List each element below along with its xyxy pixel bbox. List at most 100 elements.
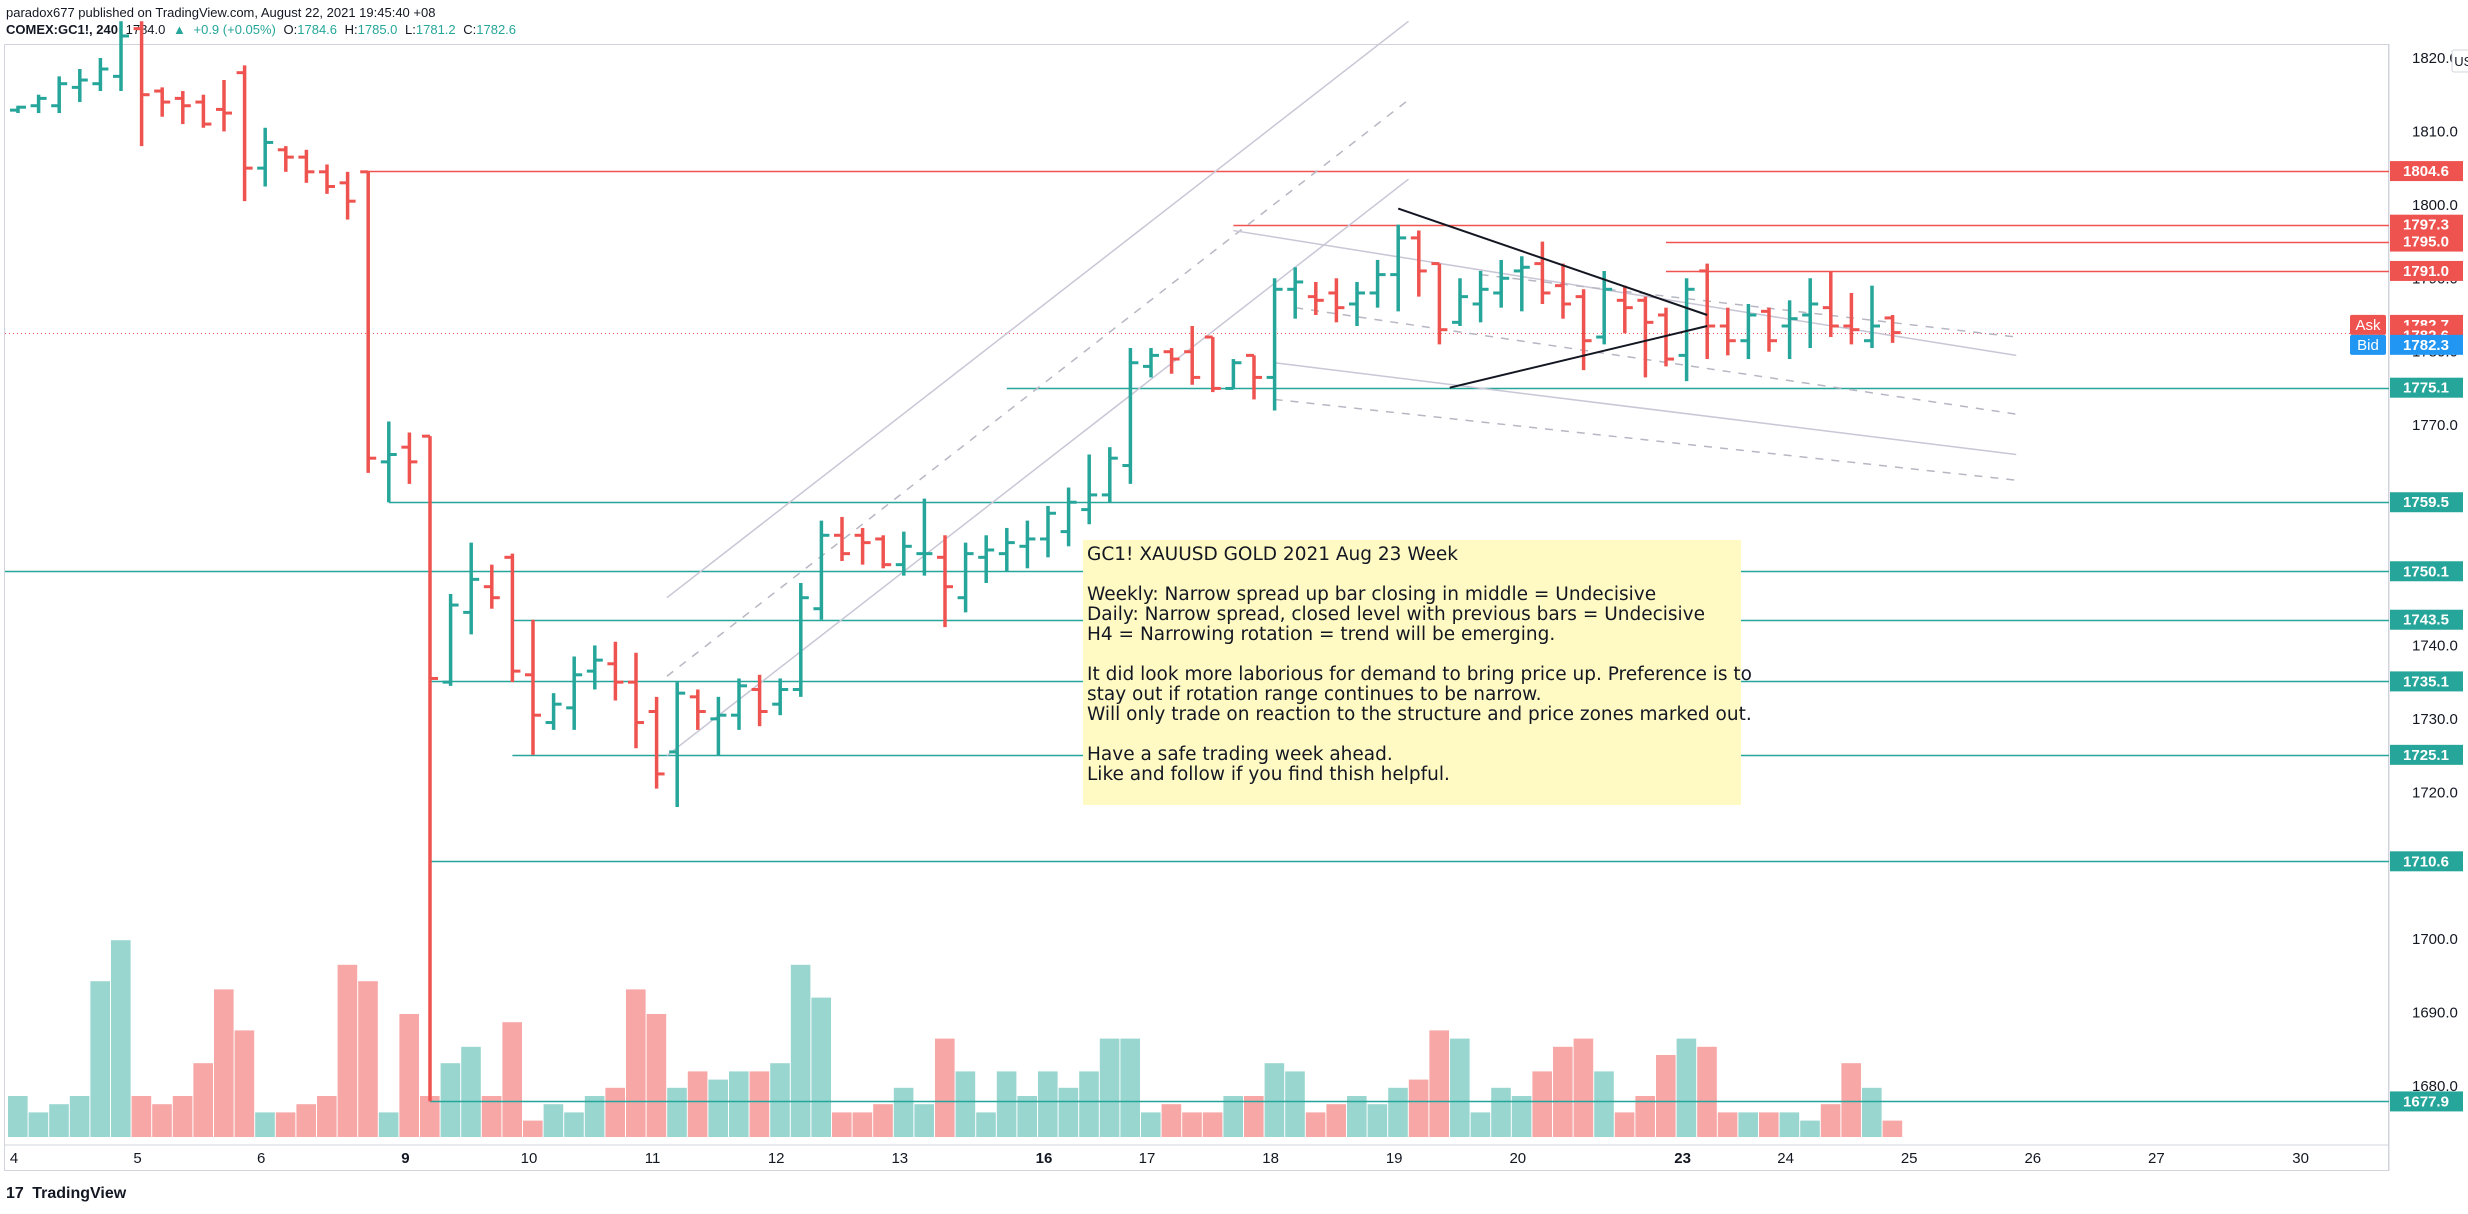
ohlc-bar[interactable]	[1081, 454, 1098, 525]
ohlc-bar[interactable]	[525, 619, 541, 755]
ohlc-bar[interactable]	[277, 146, 294, 172]
channel-line[interactable]	[1274, 398, 2017, 481]
ohlc-bar[interactable]	[1431, 262, 1448, 345]
ohlc-bar[interactable]	[360, 170, 377, 473]
ohlc-bar[interactable]	[463, 542, 480, 635]
ohlc-bar[interactable]	[1534, 241, 1551, 304]
ohlc-bar[interactable]	[1287, 267, 1304, 319]
ohlc-bar[interactable]	[710, 696, 727, 756]
ohlc-bar[interactable]	[751, 674, 768, 727]
channel-line[interactable]	[666, 178, 1409, 757]
ohlc-bar[interactable]	[113, 21, 129, 92]
ohlc-bar[interactable]	[174, 91, 191, 125]
channel-line[interactable]	[1480, 273, 2017, 338]
ohlc-bar[interactable]	[401, 432, 418, 484]
ohlc-bar[interactable]	[51, 76, 68, 114]
analysis-note[interactable]: GC1! XAUUSD GOLD 2021 Aug 23 Week Weekly:…	[1083, 540, 1752, 805]
triangle-line[interactable]	[1397, 207, 1708, 316]
ohlc-bar[interactable]	[916, 498, 933, 576]
ohlc-bar[interactable]	[10, 105, 26, 114]
ohlc-bar[interactable]	[483, 564, 500, 609]
ohlc-bar[interactable]	[1266, 278, 1283, 411]
currency-box[interactable]: USD	[2451, 49, 2468, 73]
channel-line[interactable]	[1274, 361, 2017, 456]
ohlc-bar[interactable]	[30, 94, 47, 114]
ohlc-bar[interactable]	[772, 678, 789, 716]
ohlc-bar[interactable]	[1349, 281, 1365, 327]
ohlc-bar[interactable]	[689, 689, 706, 730]
ohlc-bar[interactable]	[1616, 285, 1633, 334]
ohlc-bar[interactable]	[1699, 263, 1716, 360]
channel-line[interactable]	[666, 20, 1409, 599]
ohlc-bar[interactable]	[1864, 285, 1880, 349]
ohlc-bar[interactable]	[1204, 335, 1221, 393]
ohlc-bar[interactable]	[1369, 259, 1386, 308]
ohlc-bar[interactable]	[998, 527, 1015, 572]
ohlc-bar[interactable]	[71, 69, 88, 103]
ohlc-bar[interactable]	[1101, 447, 1118, 503]
ohlc-bar[interactable]	[1637, 296, 1654, 378]
ohlc-bar[interactable]	[875, 535, 892, 569]
time-axis[interactable]: 4 5 6 9 10 11 12 13 16 17 18 19 20 23 24 25 26 27 30	[10, 1150, 2309, 1167]
ohlc-bar[interactable]	[1740, 303, 1757, 360]
ohlc-bar[interactable]	[1472, 270, 1489, 323]
ohlc-bar[interactable]	[1802, 278, 1819, 349]
ohlc-bar[interactable]	[1307, 281, 1324, 315]
ohlc-bar[interactable]	[319, 164, 335, 194]
ohlc-bar[interactable]	[1555, 263, 1571, 319]
channel-line[interactable]	[666, 99, 1409, 677]
ohlc-bar[interactable]	[669, 682, 686, 807]
ohlc-bar[interactable]	[154, 87, 171, 117]
ohlc-bar[interactable]	[854, 527, 871, 565]
ohlc-bar[interactable]	[895, 531, 912, 576]
ohlc-bar[interactable]	[957, 542, 974, 613]
ohlc-bar[interactable]	[628, 652, 644, 749]
ohlc-bar[interactable]	[1822, 270, 1839, 338]
ohlc-bar[interactable]	[1452, 278, 1468, 327]
ohlc-bar[interactable]	[1658, 307, 1674, 367]
ohlc-bar[interactable]	[792, 583, 809, 697]
ohlc-bar[interactable]	[380, 421, 397, 503]
ohlc-bar[interactable]	[731, 678, 747, 730]
triangle-line[interactable]	[1449, 325, 1708, 389]
ohlc-bar[interactable]	[834, 516, 850, 561]
ohlc-bar[interactable]	[1596, 270, 1613, 345]
ohlc-bar[interactable]	[504, 553, 521, 683]
ohlc-bar[interactable]	[1843, 292, 1860, 345]
ohlc-bar[interactable]	[236, 65, 253, 202]
footer-brand[interactable]: 17 TradingView	[6, 1185, 126, 1203]
symbol-label[interactable]: COMEX:GC1!, 240	[6, 22, 118, 37]
ohlc-bar[interactable]	[1678, 278, 1695, 382]
ohlc-bar[interactable]	[1225, 359, 1242, 390]
channel-line[interactable]	[1295, 306, 2017, 415]
ohlc-bar[interactable]	[586, 645, 603, 690]
ohlc-bar[interactable]	[1143, 348, 1159, 378]
ohlc-bar[interactable]	[813, 520, 830, 620]
ohlc-bar[interactable]	[1884, 315, 1901, 343]
ohlc-bar[interactable]	[1781, 300, 1798, 360]
ohlc-bar[interactable]	[442, 594, 459, 686]
ohlc-bar[interactable]	[1761, 307, 1777, 352]
ohlc-bar[interactable]	[607, 641, 624, 701]
ohlc-bar[interactable]	[1493, 259, 1510, 308]
ohlc-bar[interactable]	[978, 535, 995, 584]
ohlc-bar[interactable]	[1410, 230, 1427, 297]
ohlc-bar[interactable]	[1060, 487, 1077, 547]
ohlc-bar[interactable]	[566, 656, 583, 730]
ohlc-bar[interactable]	[216, 80, 232, 132]
ohlc-bar[interactable]	[937, 535, 953, 628]
ohlc-bar[interactable]	[1719, 307, 1736, 356]
ohlc-bar[interactable]	[1513, 256, 1530, 312]
ohlc-bar[interactable]	[1019, 520, 1036, 569]
ohlc-bar[interactable]	[133, 21, 150, 147]
ohlc-bar[interactable]	[545, 693, 562, 730]
ohlc-bar[interactable]	[298, 149, 315, 183]
ohlc-bar[interactable]	[648, 696, 665, 789]
ohlc-bar[interactable]	[1184, 326, 1201, 385]
ohlc-bar[interactable]	[339, 171, 356, 220]
ohlc-bar[interactable]	[92, 58, 109, 92]
ohlc-bar[interactable]	[1246, 353, 1262, 400]
ohlc-bar[interactable]	[1040, 505, 1056, 558]
ohlc-bar[interactable]	[257, 127, 274, 187]
